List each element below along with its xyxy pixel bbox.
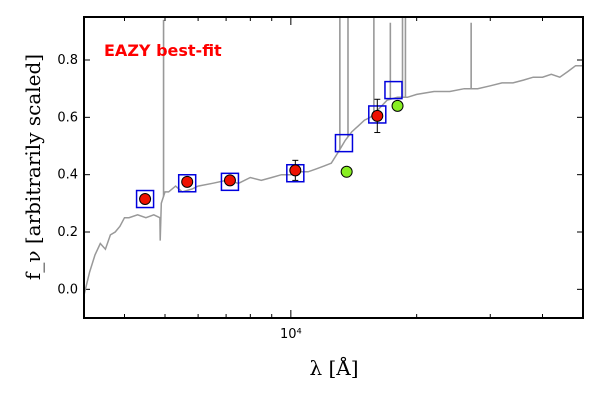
axis-ticks: 0.0 0.2 0.4 0.6 0.8 10⁴ — [57, 17, 584, 342]
plot-frame — [83, 16, 584, 319]
y-tick-label: 0.4 — [57, 168, 78, 183]
y-tick-label: 0.0 — [57, 282, 78, 297]
observed-flux-marker — [181, 175, 194, 188]
observed-flux-marker — [139, 193, 152, 206]
flux-markers-layer — [135, 80, 404, 209]
eazy-annotation: EAZY best-fit — [104, 41, 222, 60]
y-tick-label: 0.8 — [57, 53, 78, 68]
model-flux-marker — [334, 133, 354, 153]
x-axis-label: λ [Å] — [309, 355, 358, 380]
x-tick-label: 10⁴ — [280, 327, 302, 342]
y-tick-label: 0.2 — [57, 225, 78, 240]
other-flux-marker — [391, 99, 404, 112]
observed-flux-marker — [289, 164, 302, 177]
y-axis-label: f_ν [arbitrarily scaled] — [21, 54, 45, 280]
model-flux-marker — [177, 174, 197, 193]
model-flux-marker — [384, 80, 403, 100]
model-flux-marker — [220, 172, 240, 192]
observed-flux-marker — [223, 174, 236, 187]
observed-flux-marker — [371, 109, 384, 122]
model-flux-marker — [135, 189, 155, 209]
sed-line — [83, 64, 583, 296]
y-tick-label: 0.6 — [57, 110, 78, 125]
other-flux-marker — [340, 165, 353, 178]
